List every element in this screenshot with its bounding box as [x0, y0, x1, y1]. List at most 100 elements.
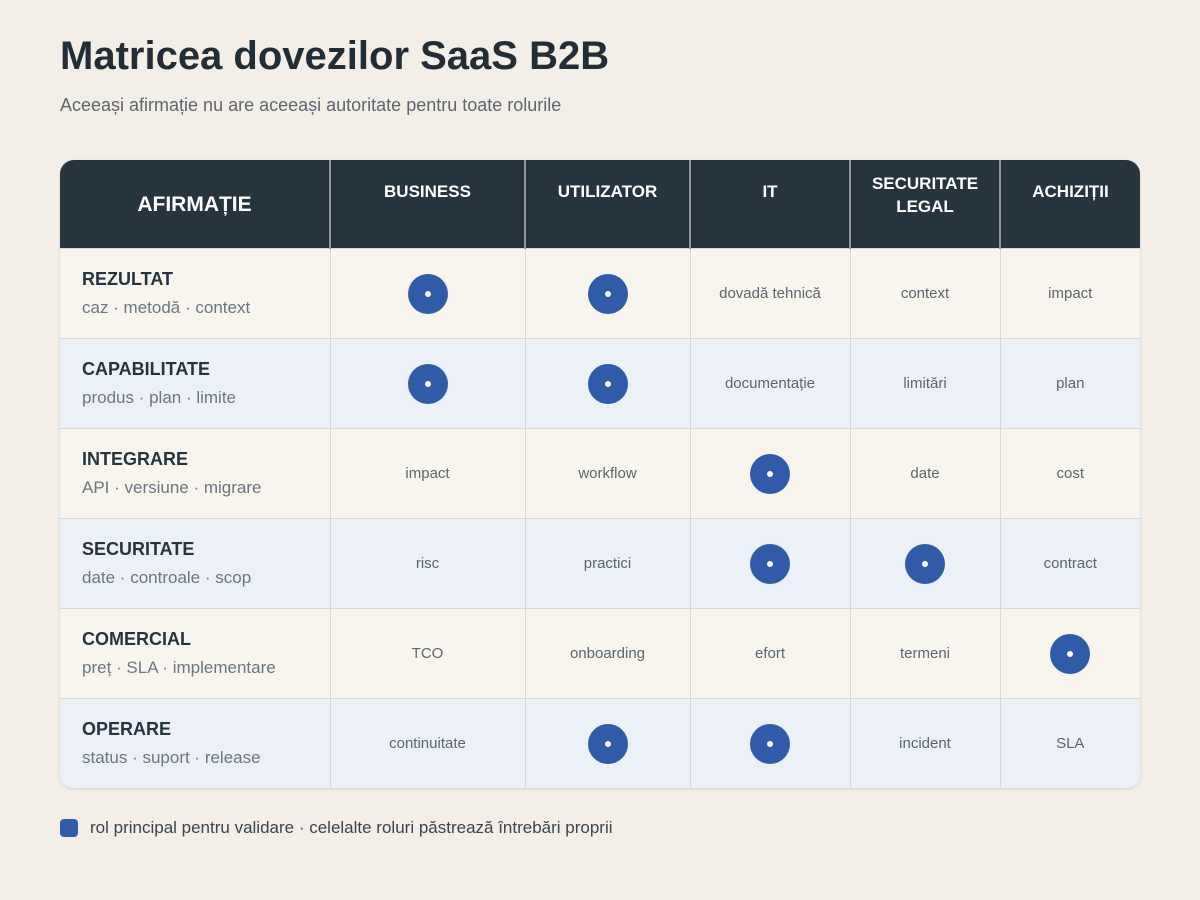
claim-details: status · suport · release [82, 748, 261, 767]
primary-role-dot-icon [750, 543, 790, 584]
matrix-cell [689, 518, 850, 609]
primary-role-dot-icon [407, 273, 448, 314]
column-header-it: IT [689, 160, 850, 249]
column-header-label: IT [762, 182, 778, 201]
claim-cell: SECURITATE date · controale · scop [60, 518, 330, 609]
claim-details: preț · SLA · implementare [82, 658, 276, 677]
primary-role-dot-icon [407, 363, 448, 404]
cell-text: documentație [724, 375, 816, 392]
primary-role-dot-icon [587, 273, 628, 314]
cell-text: workflow [578, 465, 637, 482]
matrix-cell: cost [999, 428, 1140, 519]
matrix-cell: continuitate [329, 698, 525, 788]
column-header-business: BUSINESS [329, 160, 525, 249]
primary-role-dot-icon [750, 453, 790, 494]
matrix-cell [849, 518, 1000, 609]
legend-text: rol principal pentru validare · celelalt… [90, 818, 613, 837]
cell-text: impact [405, 465, 450, 482]
column-header-label: ACHIZIȚII [1032, 182, 1109, 201]
claim-details: caz · metodă · context [82, 298, 251, 317]
matrix-cell: practici [524, 518, 690, 609]
table-row: INTEGRARE API · versiune · migrare impact w… [60, 428, 1140, 519]
matrix-cell: SLA [999, 698, 1140, 788]
table-row: SECURITATE date · controale · scop risc pra… [60, 518, 1140, 609]
column-header-label: AFIRMAȚIE [137, 192, 252, 216]
table-row: CAPABILITATE produs · plan · limite docume… [60, 338, 1140, 429]
matrix-cell: efort [689, 608, 850, 699]
cell-text: continuitate [389, 735, 466, 752]
header-row: AFIRMAȚIE BUSINESS UTILIZATOR IT SECURITATE … [60, 160, 1140, 249]
matrix-header: AFIRMAȚIE BUSINESS UTILIZATOR IT SECURITATE … [60, 160, 1140, 249]
claim-name: REZULTAT [82, 269, 173, 289]
primary-role-dot-icon [587, 723, 628, 764]
claim-cell: OPERARE status · suport · release [60, 698, 330, 788]
matrix-cell: impact [329, 428, 525, 519]
matrix-cell: documentație [689, 338, 850, 429]
cell-text: onboarding [569, 645, 646, 662]
claim-cell: REZULTAT caz · metodă · context [60, 248, 330, 339]
matrix-cell: risc [329, 518, 525, 609]
table-row: COMERCIAL preț · SLA · implementare TCO onb… [60, 608, 1140, 699]
matrix-cell: context [849, 248, 1000, 339]
matrix-body: REZULTAT caz · metodă · context dovadă teh… [60, 248, 1140, 788]
column-header-label: SECURITATE LEGAL [871, 174, 979, 216]
claim-details: date · controale · scop [82, 568, 252, 587]
matrix-cell: impact [999, 248, 1140, 339]
matrix-cell: workflow [524, 428, 690, 519]
column-header-user: UTILIZATOR [524, 160, 690, 249]
matrix-cell: contract [999, 518, 1140, 609]
column-header-claim: AFIRMAȚIE [60, 160, 330, 249]
cell-text: impact [1048, 285, 1093, 302]
table-row: REZULTAT caz · metodă · context dovadă teh… [60, 248, 1140, 339]
page-subtitle: Aceeași afirmație nu are aceeași autorit… [60, 95, 562, 115]
matrix-cell: onboarding [524, 608, 690, 699]
primary-role-dot-icon [905, 543, 945, 584]
cell-text: dovadă tehnică [719, 285, 821, 302]
column-header-procurement: ACHIZIȚII [999, 160, 1140, 249]
matrix-cell [524, 698, 690, 788]
matrix-cell [689, 698, 850, 788]
cell-text: TCO [411, 645, 444, 662]
claim-details: API · versiune · migrare [82, 478, 262, 497]
matrix-cell: plan [999, 338, 1140, 429]
claim-name: OPERARE [82, 719, 172, 739]
cell-text: practici [583, 555, 632, 572]
matrix-cell [329, 338, 525, 429]
matrix-cell [524, 338, 690, 429]
matrix-cell [689, 428, 850, 519]
primary-role-dot-icon [1050, 633, 1091, 674]
cell-text: SLA [1056, 735, 1085, 752]
claim-details: produs · plan · limite [82, 388, 237, 407]
matrix-cell: date [849, 428, 1000, 519]
cell-text: plan [1056, 375, 1085, 392]
page-title: Matricea dovezilor SaaS B2B [60, 34, 610, 78]
cell-text: efort [754, 645, 785, 662]
matrix-table: AFIRMAȚIE BUSINESS UTILIZATOR IT SECURITATE … [60, 160, 1140, 788]
column-header-label: UTILIZATOR [557, 182, 658, 201]
matrix-cell: incident [849, 698, 1000, 788]
primary-role-swatch-icon [60, 819, 78, 837]
matrix-cell: TCO [329, 608, 525, 699]
matrix-cell [524, 248, 690, 339]
claim-name: CAPABILITATE [82, 359, 210, 379]
claim-cell: COMERCIAL preț · SLA · implementare [60, 608, 330, 699]
primary-role-dot-icon [750, 723, 790, 764]
matrix-cell [999, 608, 1140, 699]
column-header-label: BUSINESS [384, 182, 471, 201]
cell-text: context [900, 285, 950, 302]
claim-name: COMERCIAL [82, 629, 191, 649]
claim-name: INTEGRARE [82, 449, 189, 469]
table-row: OPERARE status · suport · release continui… [60, 698, 1140, 788]
claim-name: SECURITATE [82, 539, 195, 559]
claim-cell: CAPABILITATE produs · plan · limite [60, 338, 330, 429]
cell-text: contract [1043, 555, 1097, 572]
cell-text: limitări [903, 375, 947, 392]
evidence-matrix: AFIRMAȚIE BUSINESS UTILIZATOR IT SECURITATE … [60, 160, 1140, 788]
matrix-cell: dovadă tehnică [689, 248, 850, 339]
matrix-cell [329, 248, 525, 339]
legend: rol principal pentru validare · celelalt… [60, 818, 613, 838]
primary-role-dot-icon [587, 363, 628, 404]
cell-text: cost [1056, 465, 1084, 482]
cell-text: risc [415, 555, 440, 572]
cell-text: termeni [899, 645, 951, 662]
